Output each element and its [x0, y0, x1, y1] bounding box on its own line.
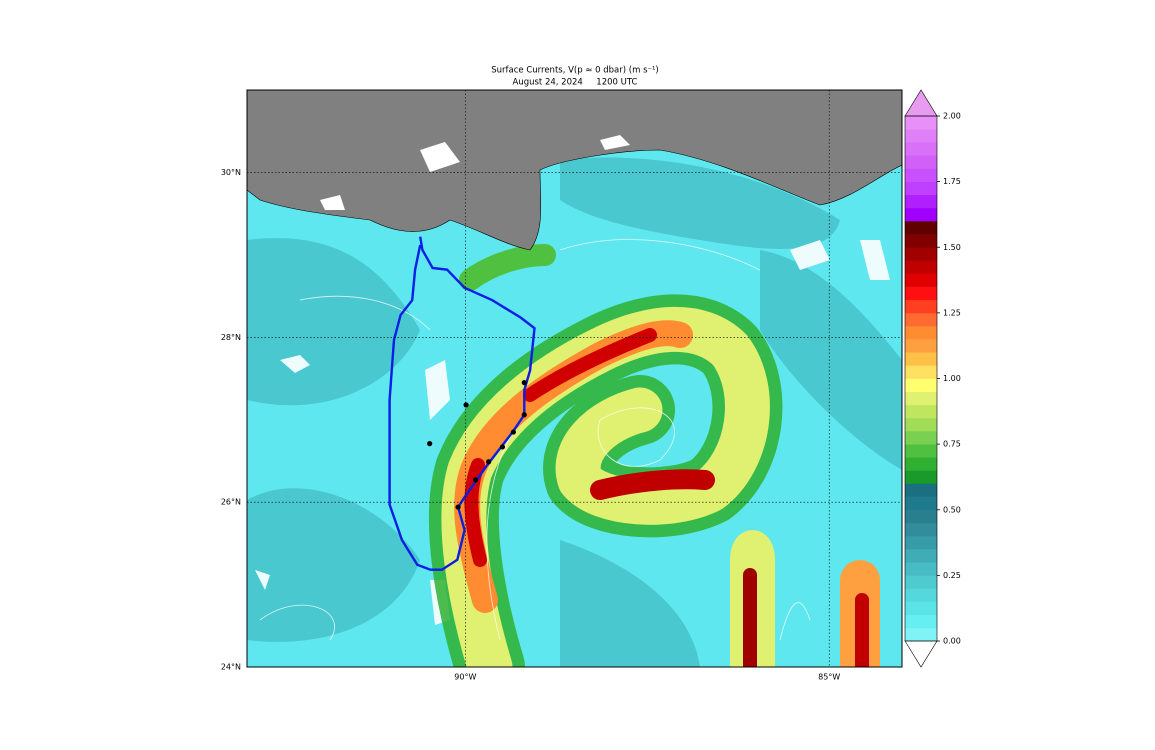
colorbar-tick-label: 1.25 — [943, 308, 961, 317]
colorbar-tick-label: 0.25 — [943, 571, 961, 580]
colorbar-segment — [905, 221, 937, 235]
colorbar-segment — [905, 391, 937, 406]
colorbar-segment — [905, 601, 937, 616]
colorbar-segment — [905, 614, 937, 629]
colorbar-under — [904, 640, 938, 668]
x-tick-label: 90°W — [454, 673, 476, 682]
colorbar-segment — [905, 575, 937, 589]
colorbar-segment — [905, 365, 937, 379]
colorbar-segment — [905, 378, 937, 392]
colorbar-segment — [905, 522, 937, 537]
colorbar-tick-label: 1.75 — [943, 177, 961, 186]
colorbar-tick-label: 0.00 — [943, 637, 961, 646]
colorbar-segment — [905, 207, 937, 222]
colorbar-segment — [905, 247, 937, 261]
station — [455, 504, 461, 510]
colorbar-segment — [905, 194, 937, 209]
y-tick-label: 28°N — [221, 333, 241, 342]
station — [427, 441, 433, 447]
colorbar-segment — [905, 181, 937, 196]
station — [463, 402, 469, 408]
colorbar-tick-label: 1.00 — [943, 374, 961, 383]
colorbar-segment — [905, 483, 937, 497]
station — [486, 459, 492, 465]
colorbar-tick-label: 0.50 — [943, 505, 961, 514]
station — [499, 444, 506, 450]
title: Surface Currents, V(p ≈ 0 dbar) (m s⁻¹) — [491, 66, 658, 76]
colorbar-segment — [905, 404, 937, 419]
station — [521, 380, 527, 386]
colorbar-segment — [905, 273, 937, 287]
colorbar-segment — [905, 299, 937, 314]
x-tick-label: 85°W — [818, 673, 840, 682]
colorbar-segment — [905, 549, 937, 563]
colorbar-tick-label: 2.00 — [943, 112, 961, 121]
colorbar-segment — [905, 496, 937, 511]
station — [510, 429, 516, 435]
colorbar-segment — [905, 260, 937, 274]
colorbar-over — [904, 89, 938, 117]
colorbar-segment — [905, 457, 937, 471]
colorbar-tick-label: 0.75 — [943, 440, 961, 449]
colorbar-tick-label: 1.50 — [943, 243, 961, 252]
y-tick-label: 30°N — [221, 168, 241, 177]
colorbar-segment — [905, 536, 937, 550]
colorbar-segment — [905, 129, 937, 143]
colorbar-segment — [905, 312, 937, 327]
colorbar-segment — [905, 352, 937, 366]
colorbar-segment — [905, 339, 937, 353]
colorbar-segment — [905, 168, 937, 182]
subtitle: August 24, 2024 1200 UTC — [513, 78, 638, 88]
map-field — [247, 90, 902, 667]
colorbar-segment — [905, 326, 937, 340]
colorbar-segment — [905, 286, 937, 301]
colorbar-segment — [905, 444, 937, 458]
colorbar-segment — [905, 627, 937, 642]
map-frame — [246, 89, 903, 668]
colorbar-segment — [905, 417, 937, 432]
colorbar-segment — [905, 470, 937, 484]
colorbar-segment — [905, 562, 937, 576]
colorbar-segment — [905, 116, 937, 130]
colorbar-segment — [905, 509, 937, 524]
y-tick-label: 26°N — [221, 498, 241, 507]
colorbar-segment — [905, 155, 937, 169]
colorbar-segment — [905, 588, 937, 602]
colorbar-segment — [905, 142, 937, 156]
station — [472, 477, 479, 483]
station — [521, 412, 527, 418]
colorbar-segment — [905, 431, 937, 445]
colorbar-segment — [905, 234, 937, 248]
y-tick-label: 24°N — [221, 663, 241, 672]
